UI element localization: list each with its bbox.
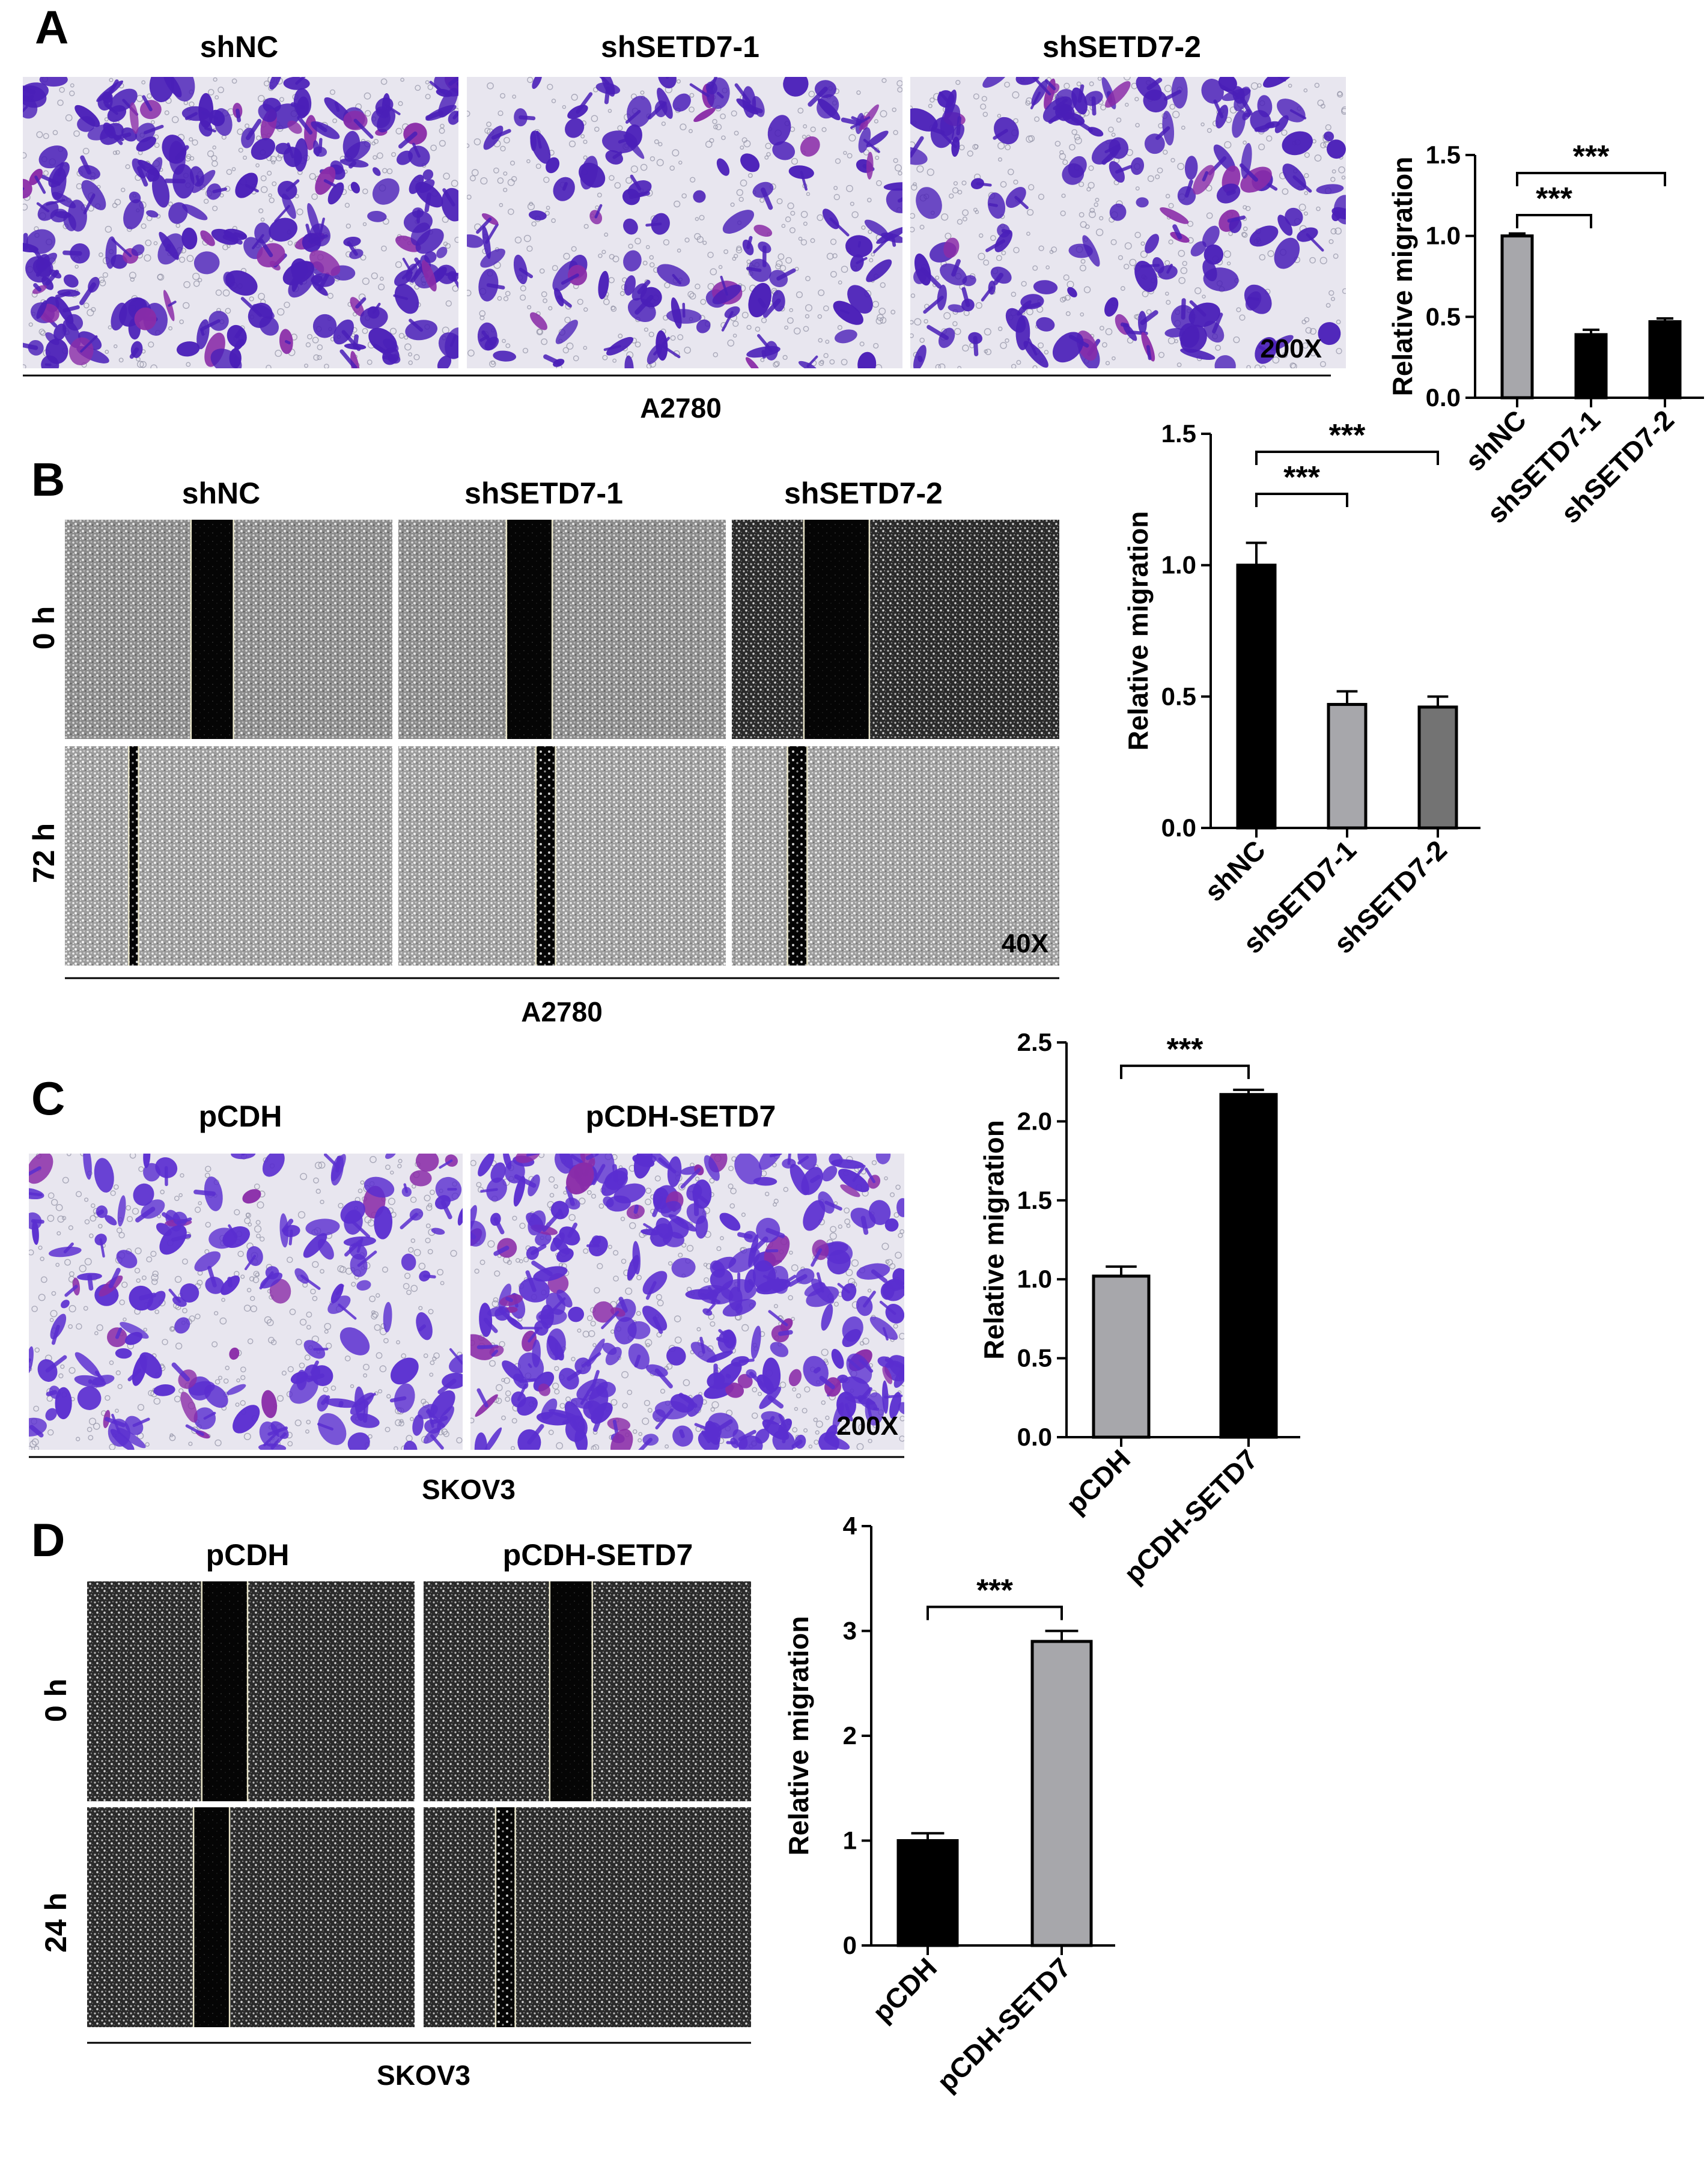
significance-label: *** xyxy=(976,1574,1013,1608)
significance-bracket xyxy=(1120,1064,1250,1079)
y-tick-label: 1.0 xyxy=(1426,222,1461,250)
y-tick-label: 1.0 xyxy=(1017,1265,1052,1293)
panel-b-images: shNC shSETD7-1 shSETD7-2 0 h 72 h 40X A2… xyxy=(27,476,1059,1027)
panel-d-cell-line: SKOV3 xyxy=(377,2060,470,2091)
significance-label: *** xyxy=(1283,460,1320,495)
y-tick-label: 1.5 xyxy=(1161,419,1196,448)
panel-letter-b: B xyxy=(31,453,65,506)
panel-b-condition-3: shSETD7-2 xyxy=(784,476,943,510)
bar xyxy=(1417,705,1458,830)
y-tick-label: 2 xyxy=(843,1721,857,1750)
panel-d-time-24h: 24 h xyxy=(39,1893,73,1953)
y-tick-label: 1.5 xyxy=(1017,1186,1052,1214)
panel-a-images: shNC shSETD7-1 shSETD7-2 200X A2780 xyxy=(23,30,1346,424)
panel-b-magnification: 40X xyxy=(1002,929,1048,958)
wound-image xyxy=(65,520,392,739)
transwell-image xyxy=(470,1154,904,1450)
panel-a-magnification: 200X xyxy=(1260,334,1322,363)
bar xyxy=(1236,564,1277,830)
significance-bracket xyxy=(1255,451,1439,465)
transwell-image xyxy=(29,1154,463,1450)
panel-b-cell-line: A2780 xyxy=(521,996,603,1027)
transwell-image xyxy=(467,77,902,368)
bar xyxy=(1327,702,1368,830)
panel-b-condition-2: shSETD7-1 xyxy=(464,476,623,510)
panel-b-time-0h: 0 h xyxy=(27,606,61,649)
y-tick-label: 1.5 xyxy=(1426,141,1461,169)
x-tick-label: pCDH-SETD7 xyxy=(1118,1443,1264,1589)
y-tick-label: 0.0 xyxy=(1017,1423,1052,1451)
y-tick-label: 2.5 xyxy=(1017,1028,1052,1056)
significance-bracket xyxy=(1516,214,1592,228)
wound-image xyxy=(398,520,726,739)
panel-letter-a: A xyxy=(35,1,68,53)
significance-bracket xyxy=(927,1605,1063,1620)
y-tick-label: 0.5 xyxy=(1426,302,1461,330)
y-tick-label: 1 xyxy=(843,1827,857,1855)
y-tick-label: 4 xyxy=(843,1512,857,1540)
y-tick-label: 0 xyxy=(843,1931,857,1959)
y-tick-label: 0.0 xyxy=(1161,814,1196,842)
bar xyxy=(1219,1093,1278,1439)
bar xyxy=(1500,234,1534,400)
y-tick-label: 0.5 xyxy=(1161,682,1196,710)
y-axis-title: Relative migration xyxy=(783,1616,814,1856)
bar-chart-c: 0.0 0.5 1.0 1.5 2.0 2.5 Relative migration pCDH… xyxy=(978,1028,1300,1589)
panel-c-magnification: 200X xyxy=(836,1411,898,1441)
wound-image xyxy=(87,1581,415,1801)
wound-image xyxy=(398,746,726,966)
wound-image xyxy=(87,1807,415,2027)
significance-bracket xyxy=(1255,493,1348,507)
panel-b-condition-1: shNC xyxy=(182,476,261,510)
panel-d-condition-1: pCDH xyxy=(206,1538,290,1572)
panel-b-time-72h: 72 h xyxy=(27,823,61,883)
panel-d-condition-2: pCDH-SETD7 xyxy=(503,1538,693,1572)
bar xyxy=(1574,333,1608,400)
y-tick-label: 0.5 xyxy=(1017,1344,1052,1372)
bar xyxy=(896,1839,959,1947)
panel-letter-d: D xyxy=(31,1513,65,1566)
significance-label: *** xyxy=(1573,139,1610,174)
panel-a-condition-1: shNC xyxy=(200,30,279,64)
panel-d-time-0h: 0 h xyxy=(39,1679,73,1722)
y-tick-label: 1.0 xyxy=(1161,551,1196,579)
panel-d-images: pCDH pCDH-SETD7 0 h 24 h SKOV3 xyxy=(39,1538,751,2091)
y-tick-label: 3 xyxy=(843,1617,857,1645)
bar xyxy=(1030,1640,1093,1947)
transwell-image xyxy=(910,77,1346,368)
y-axis-title: Relative migration xyxy=(1387,157,1418,397)
panel-c-images: pCDH pCDH-SETD7 200X SKOV3 xyxy=(29,1100,904,1505)
wound-image xyxy=(732,520,1059,739)
wound-image xyxy=(732,746,1059,966)
significance-bracket xyxy=(1516,172,1666,186)
y-tick-label: 2.0 xyxy=(1017,1107,1052,1135)
y-axis-title: Relative migration xyxy=(1122,511,1154,751)
bar xyxy=(1648,320,1682,400)
significance-label: *** xyxy=(1167,1032,1203,1067)
x-tick-label: shNC xyxy=(1198,834,1271,907)
x-tick-label: pCDH-SETD7 xyxy=(931,1951,1077,2097)
panel-c-cell-line: SKOV3 xyxy=(422,1474,516,1505)
wound-image xyxy=(424,1581,751,1801)
panel-a-cell-line: A2780 xyxy=(640,392,722,424)
wound-image xyxy=(65,746,392,966)
panel-a-condition-3: shSETD7-2 xyxy=(1042,30,1201,64)
panel-a-condition-2: shSETD7-1 xyxy=(601,30,759,64)
panel-letter-c: C xyxy=(31,1072,65,1125)
x-tick-label: pCDH xyxy=(866,1951,943,2028)
wound-image xyxy=(424,1807,751,2027)
y-axis-title: Relative migration xyxy=(978,1120,1009,1360)
panel-c-condition-1: pCDH xyxy=(199,1100,282,1133)
bar xyxy=(1092,1274,1151,1439)
x-tick-label: pCDH xyxy=(1060,1443,1136,1519)
transwell-image xyxy=(23,77,458,368)
panel-c-condition-2: pCDH-SETD7 xyxy=(586,1100,776,1133)
significance-label: *** xyxy=(1329,418,1366,453)
significance-label: *** xyxy=(1536,181,1572,216)
y-tick-label: 0.0 xyxy=(1426,383,1461,412)
